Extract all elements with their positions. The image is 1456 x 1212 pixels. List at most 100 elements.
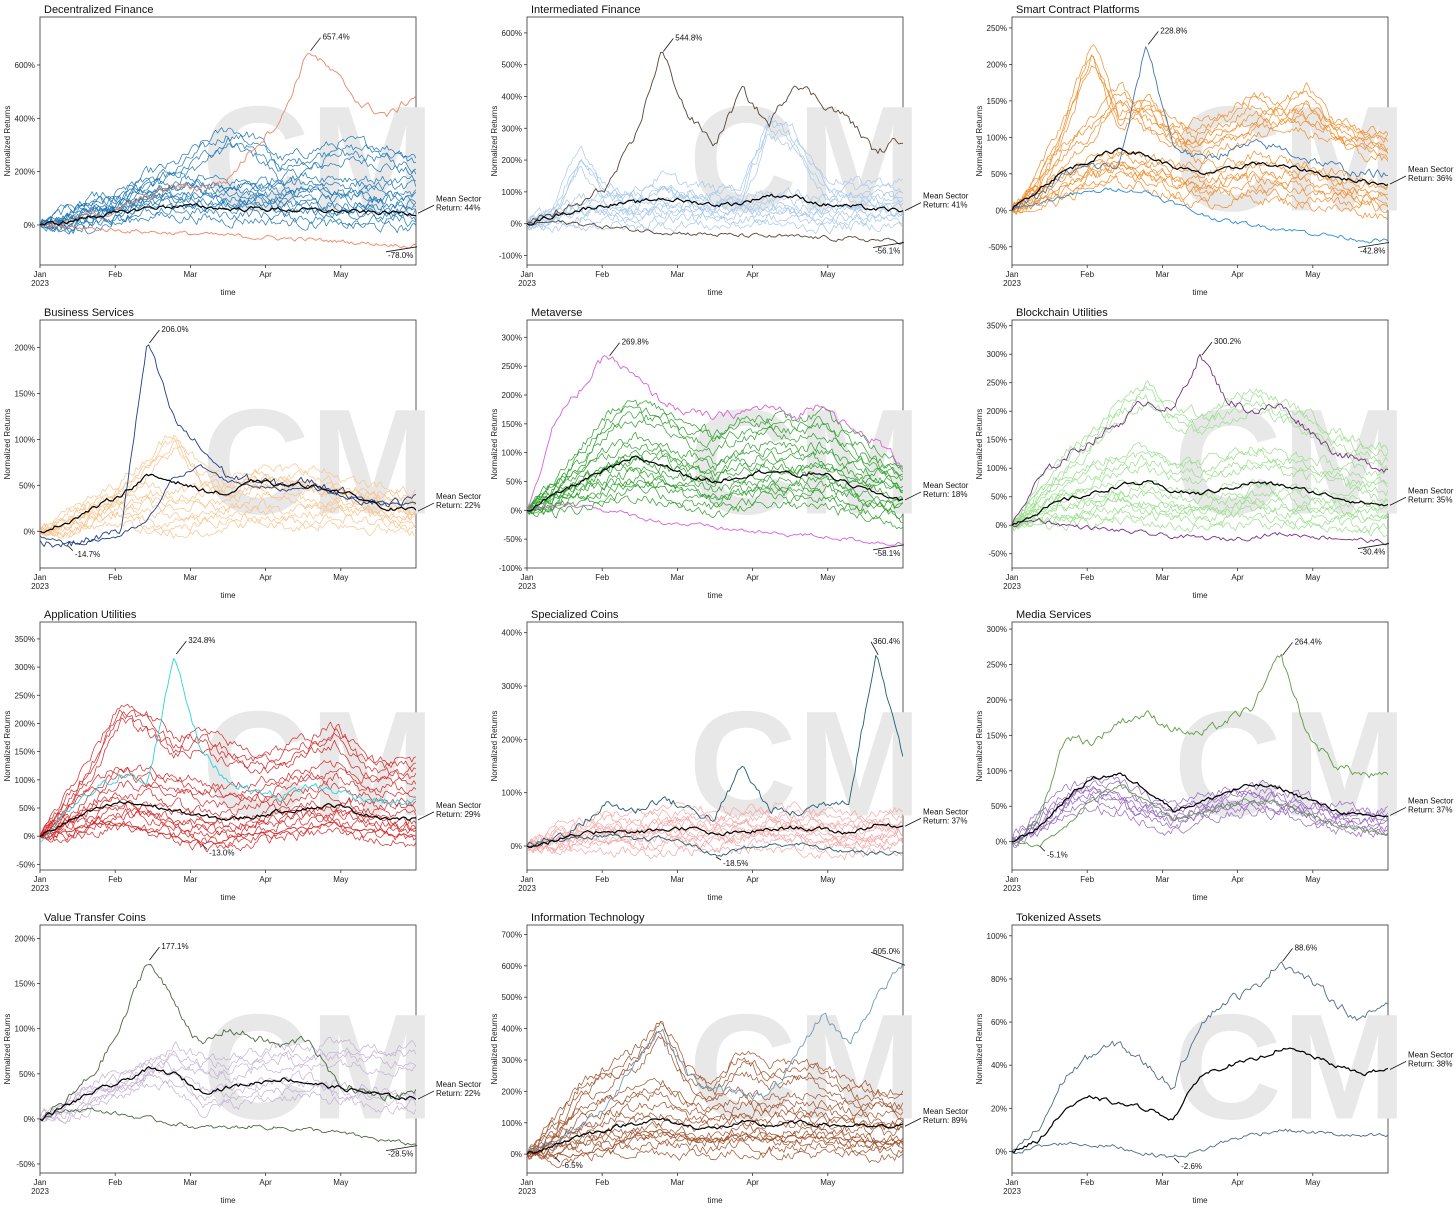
mean-return-label: Return: 22%: [436, 1089, 480, 1098]
worst-asset-line: [527, 833, 903, 857]
annotation-arrow: [67, 545, 74, 552]
y-tick-label: 60%: [991, 1018, 1007, 1027]
mean-return-label: Mean Sector: [436, 1080, 482, 1089]
best-asset-line: [527, 655, 903, 847]
best-asset-line: [40, 344, 416, 548]
y-tick-label: 150%: [987, 97, 1007, 106]
asset-series-line: [40, 1068, 416, 1120]
y-axis-label: Normalized Returns: [3, 1014, 12, 1085]
x-tick-label: May: [1305, 1178, 1320, 1187]
y-tick-label: 100%: [15, 776, 35, 785]
best-asset-line: [1012, 653, 1388, 843]
chart-title: Smart Contract Platforms: [1016, 4, 1140, 16]
annotation-arrow: [872, 544, 905, 551]
mean-return-label: Mean Sector: [923, 481, 969, 490]
x-axis-label: time: [220, 893, 236, 902]
y-tick-label: 350%: [15, 635, 35, 644]
y-tick-label: 50%: [19, 1070, 35, 1079]
x-tick-label: Apr: [746, 1178, 759, 1187]
asset-series-line: [1012, 65, 1388, 211]
series-group: [1012, 44, 1388, 244]
y-tick-label: 500%: [502, 61, 522, 70]
y-axis-label: Normalized Returns: [490, 1014, 499, 1085]
x-tick-label: Jan: [34, 875, 47, 884]
asset-series-line: [40, 191, 416, 226]
plot-area: [39, 319, 417, 569]
worst-asset-line: [40, 1107, 416, 1146]
asset-series-line: [527, 1077, 903, 1155]
asset-series-line: [527, 1031, 903, 1158]
asset-series-line: [1012, 100, 1388, 211]
asset-series-line: [40, 176, 416, 226]
annotation-arrow: [149, 946, 160, 961]
x-tick-label: Feb: [1080, 573, 1094, 582]
watermark: CM: [1174, 74, 1407, 242]
y-tick-label: 700%: [502, 930, 522, 939]
x-tick-label: May: [333, 573, 348, 582]
x-tick-label: Jan: [521, 573, 534, 582]
x-tick-label: Feb: [595, 573, 609, 582]
annotation-arrow: [1039, 845, 1046, 852]
asset-series-line: [527, 191, 903, 224]
annotation-arrow: [870, 951, 906, 966]
x-axis-label: time: [1192, 288, 1208, 297]
x-axis-label: time: [220, 1196, 236, 1205]
min-return-label: -28.5%: [388, 1150, 413, 1159]
y-axis-label: Normalized Returns: [975, 106, 984, 177]
y-tick-label: 150%: [987, 436, 1007, 445]
asset-series-line: [40, 766, 416, 837]
mean-return-label: Mean Sector: [1408, 796, 1454, 805]
x-tick-label: 2023: [518, 1187, 536, 1196]
x-tick-label: Apr: [746, 270, 759, 279]
annotation-arrow: [870, 641, 879, 655]
x-tick-label: Feb: [108, 270, 122, 279]
y-tick-label: 200%: [987, 60, 1007, 69]
y-tick-label: -50%: [988, 243, 1007, 252]
asset-series-line: [40, 808, 416, 843]
annotation-arrow: [385, 1145, 418, 1151]
x-tick-label: May: [333, 1178, 348, 1187]
asset-series-line: [40, 709, 416, 837]
asset-series-line: [40, 802, 416, 837]
asset-series-line: [1012, 503, 1388, 528]
y-tick-label: 40%: [991, 1061, 1007, 1070]
asset-series-line: [40, 511, 416, 537]
asset-series-line: [1012, 496, 1388, 526]
asset-series-line: [1012, 479, 1388, 526]
asset-series-line: [527, 115, 903, 224]
x-tick-label: Feb: [595, 1178, 609, 1187]
annotation-arrow: [1389, 1061, 1407, 1070]
mean-sector-line: [527, 1117, 903, 1155]
chart-specialized-coins: Specialized Coins CM 0% 100% 200% 300% 400% Nor…: [490, 609, 969, 902]
mean-sector-line: [40, 473, 416, 534]
x-tick-label: Mar: [1156, 875, 1170, 884]
asset-series-line: [527, 495, 903, 530]
max-return-label: 264.4%: [1295, 637, 1322, 646]
asset-series-line: [527, 1121, 903, 1158]
x-tick-label: 2023: [518, 279, 536, 288]
asset-series-line: [1012, 483, 1388, 528]
chart-intermediated-finance: Intermediated FinanceCM-100%0%100%200%30…: [490, 4, 969, 297]
worst-asset-line: [1012, 784, 1388, 847]
y-tick-label: 200%: [15, 168, 35, 177]
annotation-arrow: [904, 817, 922, 827]
watermark: CM: [689, 679, 922, 847]
annotation-arrow: [872, 242, 905, 248]
max-return-label: 605.0%: [873, 947, 900, 956]
watermark: CM: [1174, 982, 1407, 1150]
x-tick-label: Mar: [184, 573, 198, 582]
worst-asset-line: [1012, 518, 1388, 546]
asset-series-line: [40, 772, 416, 838]
x-axis-label: time: [707, 591, 723, 600]
min-return-label: -14.7%: [75, 550, 100, 559]
chart-title: Intermediated Finance: [531, 4, 640, 16]
mean-sector-line: [40, 801, 416, 837]
mean-return-label: Return: 37%: [1408, 805, 1452, 814]
asset-series-line: [527, 443, 903, 512]
min-return-label: -56.1%: [875, 247, 900, 256]
chart-business-services: Business Services CM 0% 50% 100% 150% 200% Norm…: [3, 307, 482, 600]
asset-series-line: [527, 834, 903, 853]
y-tick-label: 200%: [502, 1087, 522, 1096]
x-axis-label: time: [220, 288, 236, 297]
x-axis-label: time: [1192, 591, 1208, 600]
